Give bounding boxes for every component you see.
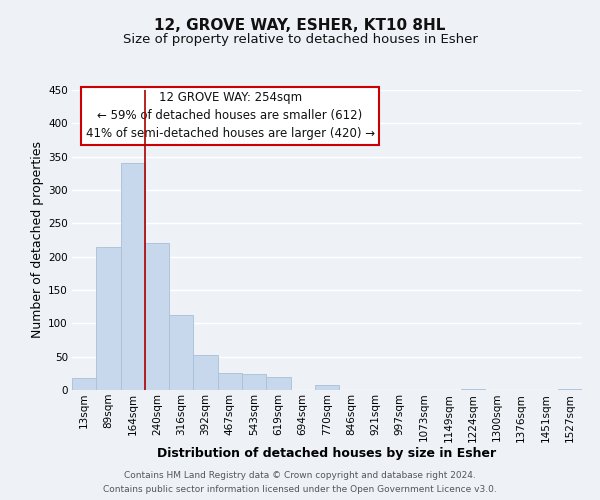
Text: 12, GROVE WAY, ESHER, KT10 8HL: 12, GROVE WAY, ESHER, KT10 8HL [154,18,446,32]
Y-axis label: Number of detached properties: Number of detached properties [31,142,44,338]
Bar [242,374,266,390]
Text: 12 GROVE WAY: 254sqm
← 59% of detached houses are smaller (612)
41% of semi-deta: 12 GROVE WAY: 254sqm ← 59% of detached h… [86,92,374,140]
Bar [461,388,485,390]
Bar [121,164,145,390]
Bar [218,372,242,390]
Bar [266,376,290,390]
Bar [169,314,193,390]
Text: Contains HM Land Registry data © Crown copyright and database right 2024.: Contains HM Land Registry data © Crown c… [124,472,476,480]
Bar [145,244,169,390]
Bar [72,378,96,390]
X-axis label: Distribution of detached houses by size in Esher: Distribution of detached houses by size … [157,447,497,460]
Bar [315,386,339,390]
Bar [96,246,121,390]
Bar [558,388,582,390]
Text: Size of property relative to detached houses in Esher: Size of property relative to detached ho… [122,32,478,46]
Bar [193,354,218,390]
Text: Contains public sector information licensed under the Open Government Licence v3: Contains public sector information licen… [103,484,497,494]
